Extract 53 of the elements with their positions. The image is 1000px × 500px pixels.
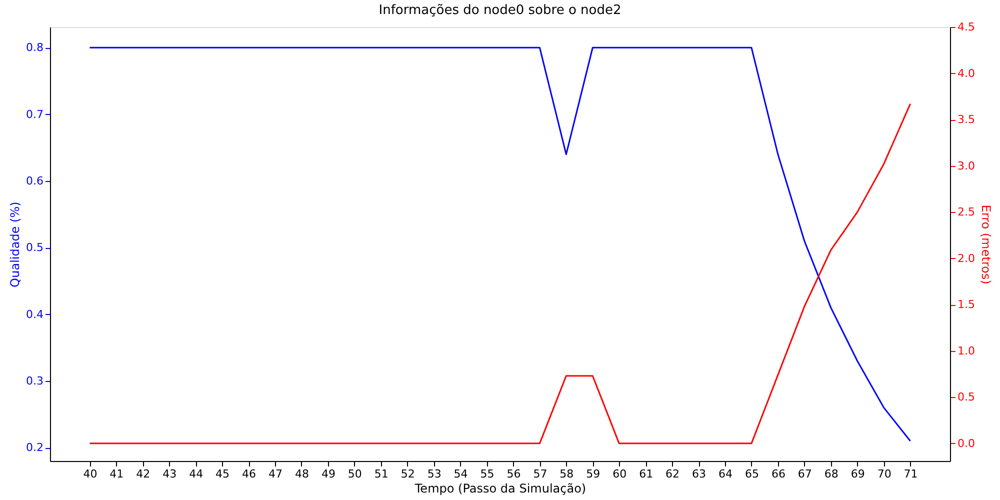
x-tick-label: 56 (506, 468, 521, 480)
y-tick-label: 0.4 (26, 308, 44, 321)
x-tick-label: 64 (718, 468, 732, 480)
x-tick-label: 46 (242, 468, 256, 480)
y2-tick-label: 2.0 (958, 252, 975, 265)
x-tick-label: 58 (560, 468, 574, 480)
x-tick-label: 71 (904, 468, 918, 480)
x-tick-label: 65 (744, 468, 759, 480)
y2-tick-label: 4.5 (958, 20, 975, 34)
x-tick-label: 49 (321, 468, 336, 480)
y-tick-label: 0.5 (26, 241, 44, 254)
y2-tick-label: 0.5 (958, 390, 975, 404)
x-tick-label: 43 (162, 468, 177, 480)
x-tick-label: 62 (666, 468, 680, 480)
y-tick-label: 0.6 (26, 174, 44, 188)
x-tick-label: 53 (427, 468, 442, 480)
y2-tick-label: 0.0 (958, 436, 975, 450)
x-tick-label: 41 (110, 468, 124, 480)
x-tick-label: 52 (400, 468, 415, 480)
x-tick-label: 61 (639, 468, 654, 480)
y2-axis-title: Erro (metros) (978, 204, 993, 284)
x-tick-label: 40 (83, 468, 98, 480)
y2-tick-label: 1.0 (958, 344, 975, 358)
x-tick-label: 68 (824, 468, 838, 480)
x-tick-label: 44 (189, 468, 204, 480)
y2-tick-label: 2.5 (958, 206, 975, 219)
x-tick-label: 66 (771, 468, 786, 480)
x-tick-label: 42 (136, 468, 150, 480)
y2-tick-label: 3.0 (958, 159, 975, 172)
x-tick-label: 70 (877, 468, 892, 480)
x-tick-label: 59 (586, 468, 600, 480)
y-tick-label: 0.3 (26, 374, 44, 388)
x-tick-label: 45 (216, 468, 230, 480)
x-tick-label: 69 (850, 468, 865, 480)
y2-tick-label: 3.5 (958, 113, 975, 126)
x-axis-title: Tempo (Passo da Simulação) (414, 482, 586, 496)
chart-title: Informações do node0 sobre o node2 (378, 3, 622, 18)
y-tick-label: 0.8 (26, 41, 44, 54)
x-tick-label: 48 (294, 468, 309, 480)
x-tick-label: 67 (798, 468, 812, 480)
x-tick-label: 51 (374, 468, 388, 480)
x-tick-label: 57 (533, 468, 548, 480)
x-tick-label: 55 (480, 468, 494, 480)
x-tick-label: 63 (692, 468, 706, 480)
y2-tick-label: 4.0 (958, 66, 975, 80)
x-tick-label: 54 (454, 468, 468, 480)
y-axis-title: Qualidade (%) (8, 202, 22, 288)
x-tick-label: 50 (348, 468, 362, 480)
y2-tick-label: 1.5 (958, 298, 975, 312)
y-tick-label: 0.7 (26, 108, 44, 121)
y-tick-label: 0.2 (26, 441, 44, 454)
x-tick-label: 47 (268, 468, 282, 480)
x-tick-label: 60 (612, 468, 627, 480)
